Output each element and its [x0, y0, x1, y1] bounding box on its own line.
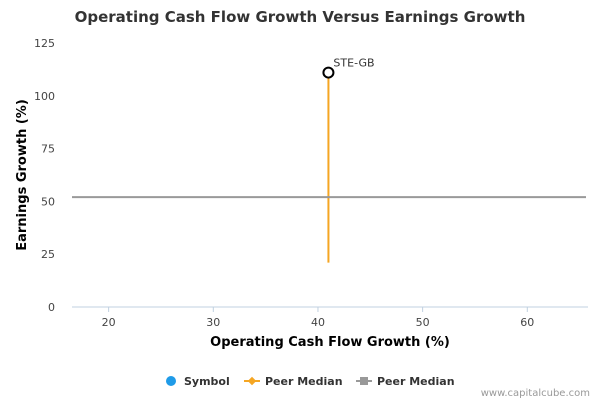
x-tick-label: 20: [102, 316, 116, 329]
y-axis: 0 25 50 75 100 125: [34, 37, 55, 314]
legend-peer-median-label: Peer Median: [265, 375, 343, 388]
y-tick-label: 0: [48, 301, 55, 314]
y-tick-label: 50: [41, 195, 55, 208]
legend-item-symbol[interactable]: Symbol: [166, 375, 230, 388]
legend-peer-median-label: Peer Median: [377, 375, 455, 388]
plot-area: 0 25 50 75 100 125 20 30 40 50 60 STE-GB: [34, 37, 588, 329]
legend-symbol-marker: [166, 376, 176, 386]
legend-item-peer-median-horizontal[interactable]: Peer Median: [356, 375, 455, 388]
legend-peer-median-square: [360, 377, 368, 385]
symbol-point[interactable]: [322, 66, 335, 79]
x-axis: 20 30 40 50 60: [102, 307, 534, 329]
legend: Symbol Peer Median Peer Median: [166, 375, 455, 388]
series-layer: STE-GB: [72, 57, 586, 263]
chart-title: Operating Cash Flow Growth Versus Earnin…: [75, 8, 526, 26]
x-tick-label: 30: [206, 316, 220, 329]
legend-symbol-label: Symbol: [184, 375, 230, 388]
legend-item-peer-median-vertical[interactable]: Peer Median: [244, 375, 343, 388]
x-tick-label: 60: [520, 316, 534, 329]
y-tick-label: 75: [41, 143, 55, 156]
x-axis-title: Operating Cash Flow Growth (%): [210, 335, 450, 350]
x-tick-label: 50: [416, 316, 430, 329]
x-tick-label: 40: [311, 316, 325, 329]
y-tick-label: 25: [41, 248, 55, 261]
y-axis-title: Earnings Growth (%): [15, 99, 30, 251]
y-tick-label: 125: [34, 37, 55, 50]
symbol-point-label: STE-GB: [333, 57, 374, 70]
credit-text[interactable]: www.capitalcube.com: [481, 388, 590, 399]
y-tick-label: 100: [34, 90, 55, 103]
legend-peer-median-diamond: [247, 376, 257, 386]
